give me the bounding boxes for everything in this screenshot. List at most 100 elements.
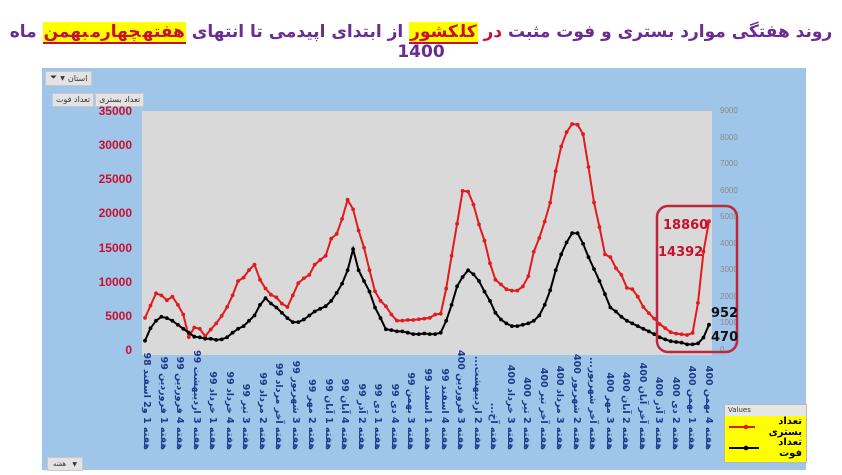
annotation-hosp-last: 18860 [663, 218, 709, 233]
data-point-marker [154, 291, 158, 296]
data-point-marker [592, 267, 596, 271]
data-point-marker [614, 309, 618, 314]
title-highlight-chaharom: چهارم [89, 22, 142, 44]
left-axis-tick: 25000 [98, 172, 132, 187]
data-point-marker [405, 318, 410, 322]
filter-label: استان [67, 74, 88, 83]
data-point-marker [378, 316, 383, 320]
annotation-death-last: 952 [711, 306, 739, 321]
data-point-marker [608, 305, 613, 310]
data-point-marker [176, 303, 180, 307]
data-point-marker [225, 305, 230, 309]
data-point-marker [477, 222, 481, 227]
data-point-marker [159, 314, 164, 319]
data-point-marker [586, 165, 591, 169]
value-field-buttons: تعداد فوت تعداد بستری [52, 93, 145, 107]
data-point-marker [214, 321, 219, 326]
legend-item-hospitalized[interactable]: تعداد بستری [725, 416, 806, 438]
data-point-marker [460, 275, 465, 279]
dropdown-arrow-icon: ▼ [72, 461, 77, 468]
data-point-marker [252, 313, 257, 318]
filter-funnel-icon: ⏷ [50, 73, 58, 83]
data-point-marker [466, 189, 470, 194]
data-point-marker [444, 318, 449, 323]
data-point-marker [395, 318, 399, 323]
data-point-marker [176, 322, 180, 327]
data-point-marker [148, 303, 153, 308]
annotation-hosp-prev: 14392 [658, 245, 704, 260]
data-point-marker [252, 262, 257, 267]
data-point-marker [389, 312, 394, 317]
data-point-marker [657, 322, 662, 326]
data-point-marker [482, 289, 487, 294]
data-point-marker [592, 200, 596, 205]
data-point-marker [696, 301, 700, 305]
data-point-marker [323, 253, 328, 258]
chart-legend: Values تعداد بستری تعداد فوت [724, 404, 807, 463]
field-button-hospitalized[interactable]: تعداد بستری [95, 93, 145, 107]
data-point-marker [674, 340, 678, 344]
title-highlight-bahman: بهمن [42, 22, 90, 44]
field-button-deaths[interactable]: تعداد فوت [52, 93, 95, 107]
data-point-marker [290, 293, 295, 298]
data-point-marker [597, 225, 602, 230]
data-point-marker [679, 332, 684, 337]
data-point-marker [230, 293, 235, 298]
data-point-marker [455, 284, 459, 289]
data-point-marker [630, 321, 635, 326]
data-point-marker [668, 339, 673, 344]
right-axis-tick: 8000 [720, 132, 738, 142]
right-axis-tick: 0 [720, 345, 725, 354]
data-point-marker [247, 268, 251, 272]
data-point-marker [384, 327, 388, 332]
data-point-marker [690, 331, 695, 335]
week-axis-field-button[interactable]: ▼ هفته [47, 457, 83, 471]
right-axis-tick: 7000 [720, 159, 738, 169]
data-point-marker [652, 332, 657, 336]
legend-item-deaths[interactable]: تعداد فوت [725, 437, 806, 459]
right-axis-tick: 2000 [720, 291, 738, 301]
data-point-marker [504, 287, 509, 292]
data-point-marker [482, 238, 487, 243]
data-point-marker [351, 247, 355, 252]
data-point-marker [586, 255, 591, 259]
data-point-marker [373, 305, 377, 310]
province-filter-button[interactable]: استان ▼ ⏷ [45, 71, 93, 86]
data-point-marker [553, 169, 558, 174]
data-point-marker [493, 277, 498, 282]
data-point-marker [685, 333, 689, 337]
data-point-marker [460, 189, 465, 193]
data-point-marker [701, 335, 706, 340]
data-point-marker [679, 340, 684, 345]
title-text-dar: در [483, 22, 503, 42]
data-point-marker [307, 313, 312, 318]
right-axis-tick: 4000 [720, 238, 738, 248]
data-point-marker [422, 316, 427, 321]
legend-black-line-icon [729, 445, 759, 450]
data-point-marker [537, 236, 542, 240]
right-axis-tick: 1000 [720, 318, 738, 328]
data-point-marker [367, 268, 372, 272]
data-point-marker [148, 326, 153, 331]
data-point-marker [663, 326, 668, 330]
data-point-marker [466, 268, 470, 273]
data-point-marker [433, 312, 438, 317]
data-point-marker [471, 272, 476, 277]
left-axis-tick: 5000 [105, 308, 132, 323]
data-point-marker [564, 240, 569, 245]
title-text-1: روند هفتگی موارد بستری و فوت مثبت [502, 22, 833, 42]
data-point-marker [685, 342, 689, 347]
data-point-marker [416, 332, 421, 336]
right-axis-tick: 3000 [720, 265, 738, 275]
data-point-marker [340, 281, 344, 286]
data-point-marker [526, 321, 531, 326]
data-point-marker [367, 289, 372, 294]
data-point-marker [197, 335, 202, 340]
data-point-marker [285, 316, 290, 320]
data-point-marker [373, 289, 377, 294]
data-point-marker [225, 335, 230, 340]
data-point-marker [345, 268, 350, 273]
data-point-marker [208, 336, 213, 341]
data-point-marker [477, 279, 481, 283]
data-point-marker [400, 329, 405, 334]
